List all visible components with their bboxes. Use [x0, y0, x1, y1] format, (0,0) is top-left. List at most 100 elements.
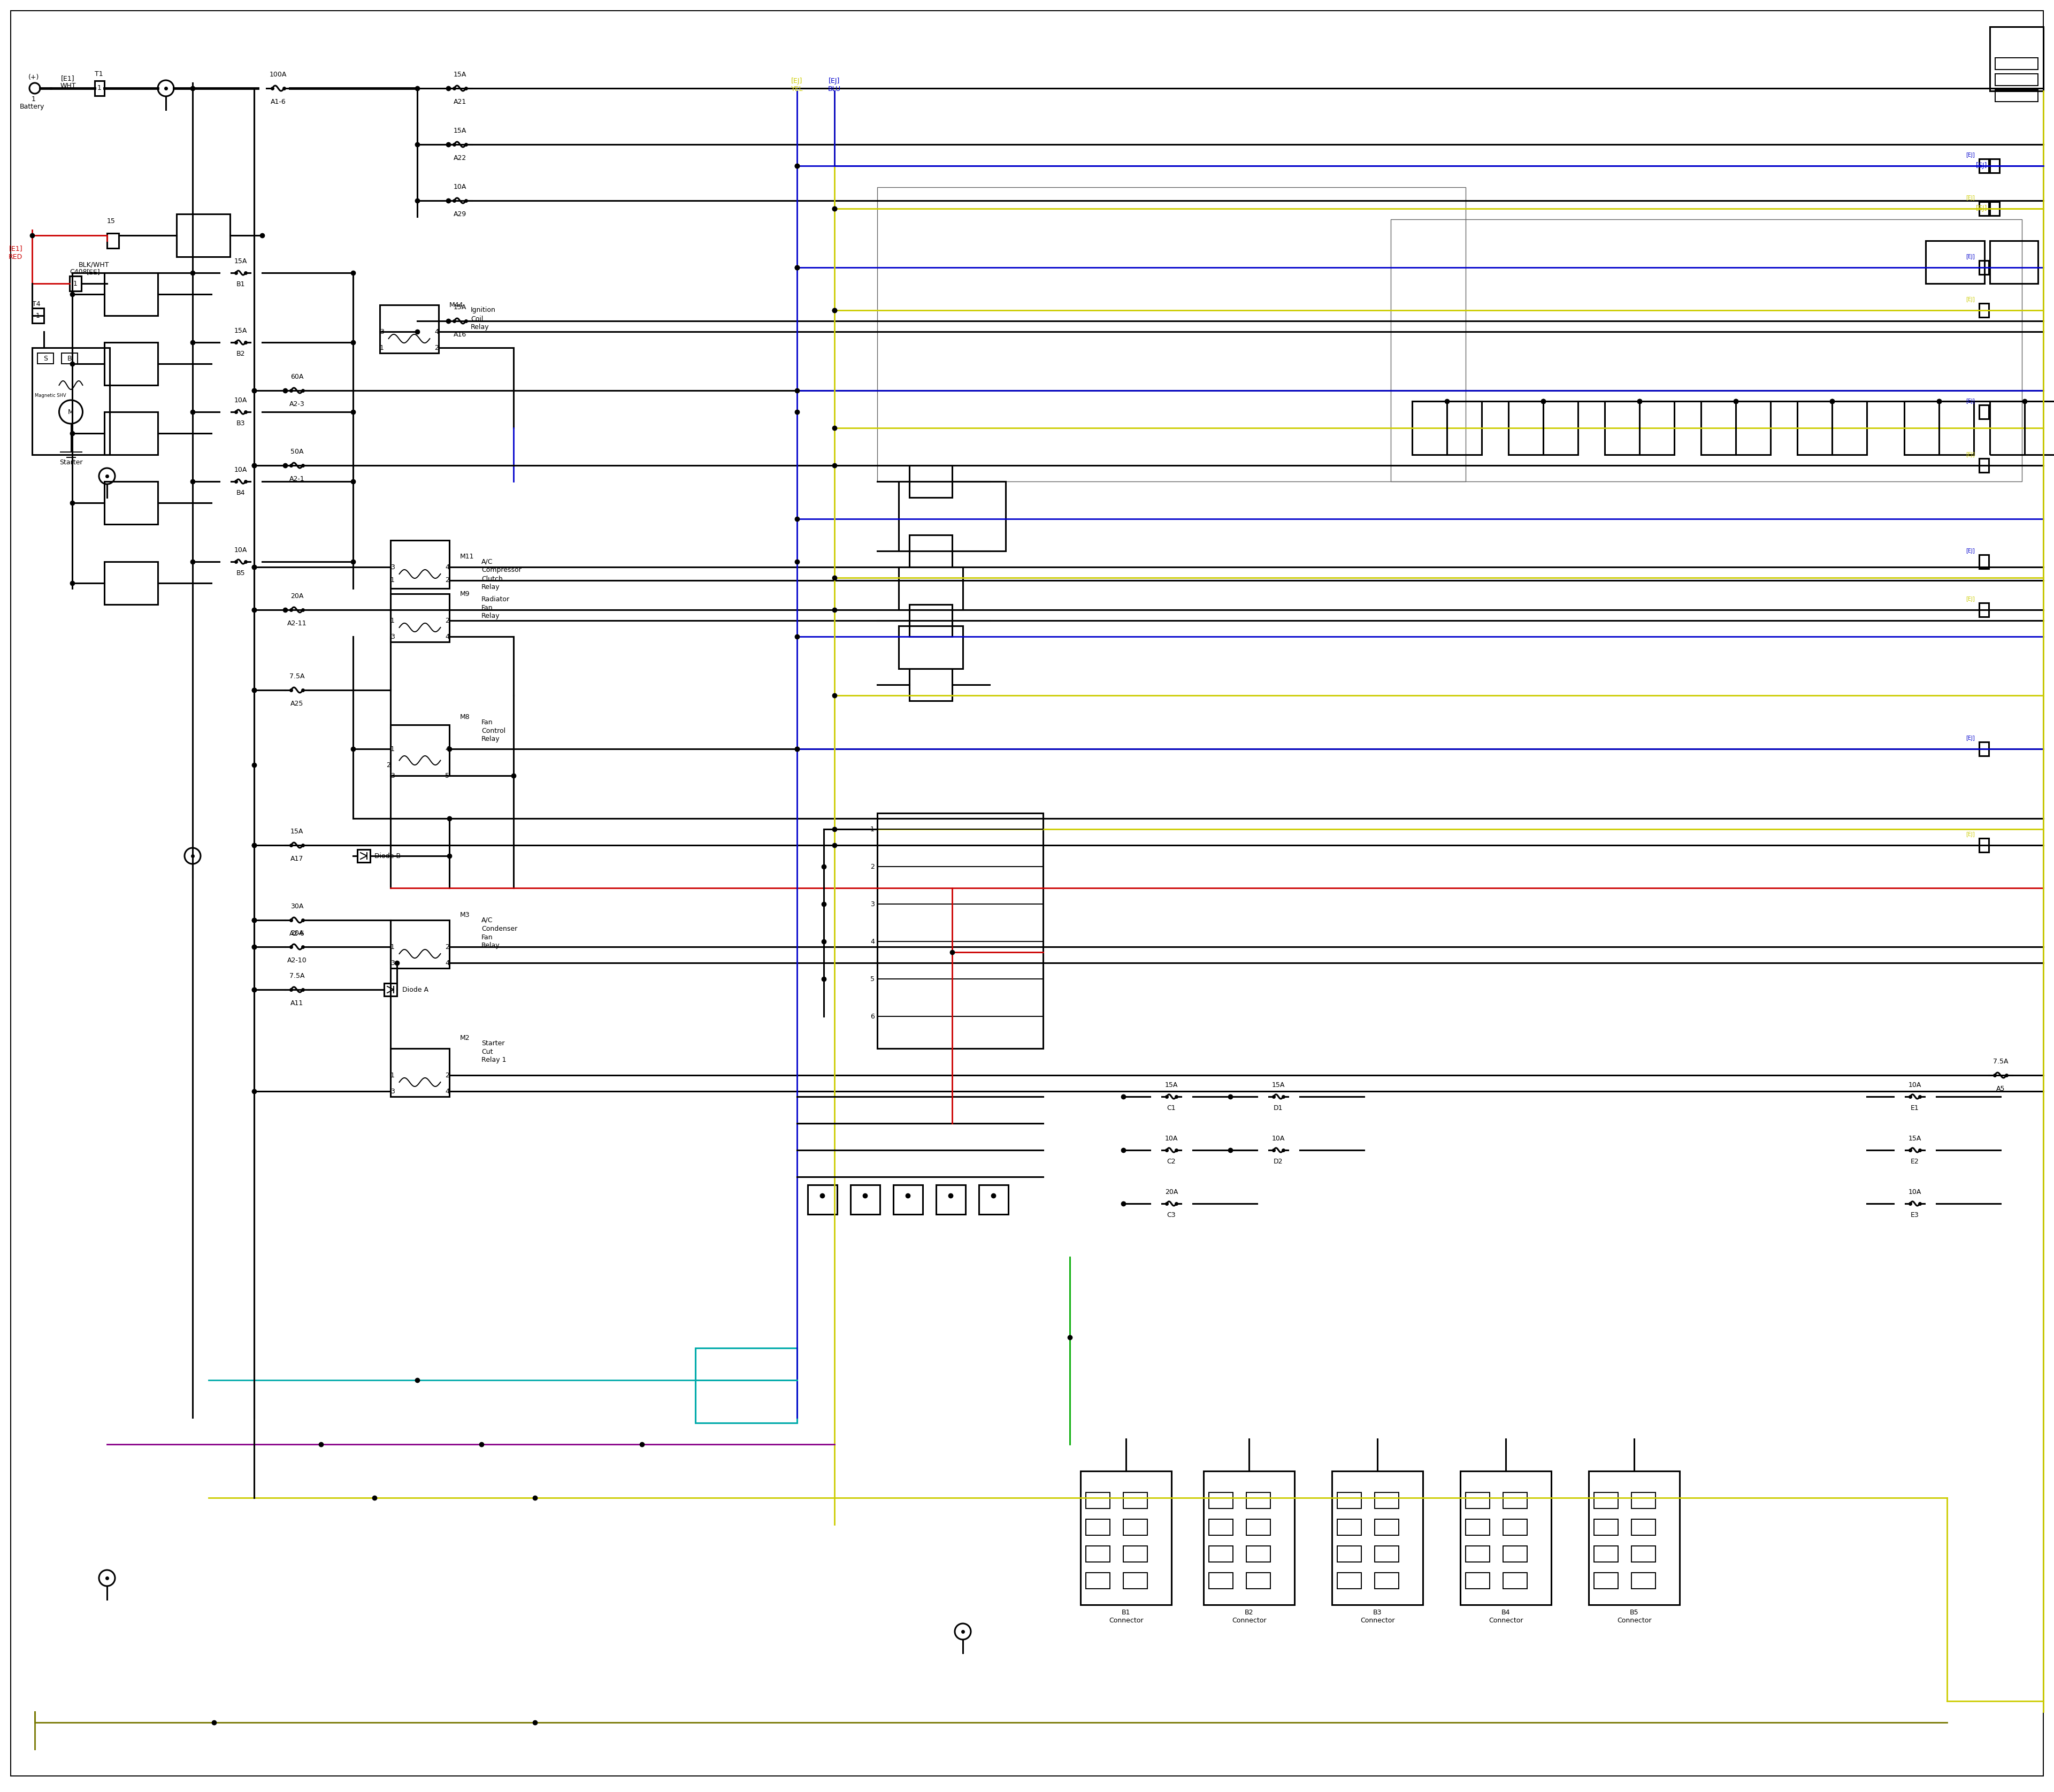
- Text: Compressor: Compressor: [481, 566, 522, 573]
- Bar: [390, 1048, 450, 1097]
- Bar: [1990, 159, 1999, 172]
- Text: Coil: Coil: [470, 315, 483, 323]
- Bar: [1337, 1546, 1362, 1563]
- Bar: [1467, 1546, 1489, 1563]
- Bar: [1087, 1520, 1109, 1536]
- Text: 15: 15: [107, 217, 115, 224]
- Text: 10A: 10A: [1908, 1081, 1920, 1088]
- Text: A29: A29: [454, 211, 466, 217]
- Text: Diode A: Diode A: [403, 986, 429, 993]
- Text: 15A: 15A: [234, 258, 246, 265]
- Bar: [1337, 1573, 1362, 1590]
- Text: 6: 6: [871, 1012, 875, 1020]
- Text: M9: M9: [460, 590, 470, 597]
- Bar: [910, 466, 953, 498]
- Text: 30A: 30A: [290, 903, 304, 910]
- Text: M44: M44: [450, 301, 464, 308]
- Bar: [107, 233, 119, 249]
- Bar: [1631, 1546, 1656, 1563]
- Text: M3: M3: [460, 912, 470, 918]
- Bar: [1980, 405, 1988, 419]
- Text: B2
Connector: B2 Connector: [1232, 1609, 1265, 1624]
- Text: [EJ]
BLU: [EJ] BLU: [828, 77, 840, 93]
- Bar: [1631, 1520, 1656, 1536]
- Text: 3: 3: [390, 633, 394, 640]
- Bar: [62, 353, 78, 364]
- Bar: [877, 814, 1043, 1048]
- Text: C3: C3: [1167, 1211, 1175, 1219]
- Text: B2: B2: [236, 351, 244, 357]
- Text: Relay 1: Relay 1: [481, 1057, 505, 1064]
- Text: 4: 4: [446, 959, 450, 966]
- Text: [EJ]: [EJ]: [1976, 163, 1986, 168]
- Text: A11: A11: [290, 1000, 304, 1007]
- Text: B5: B5: [236, 570, 244, 577]
- Text: 1: 1: [390, 616, 394, 624]
- Bar: [1247, 1493, 1269, 1509]
- Text: 60A: 60A: [290, 373, 304, 380]
- Text: 4: 4: [446, 563, 450, 570]
- Text: S: S: [43, 355, 47, 362]
- Bar: [1210, 1573, 1232, 1590]
- Text: E3: E3: [1910, 1211, 1918, 1219]
- Bar: [1467, 1520, 1489, 1536]
- Text: 2: 2: [871, 864, 875, 871]
- Bar: [900, 482, 1006, 550]
- Text: 2: 2: [446, 1072, 450, 1079]
- Text: M2: M2: [460, 1034, 470, 1041]
- Text: [EJ]: [EJ]: [1966, 548, 1974, 554]
- Bar: [1247, 1573, 1269, 1590]
- Text: D1: D1: [1273, 1106, 1284, 1111]
- Text: 20A: 20A: [290, 593, 304, 600]
- Bar: [105, 412, 158, 455]
- Text: Fan: Fan: [481, 604, 493, 611]
- Text: A17: A17: [290, 855, 304, 862]
- Text: C1: C1: [1167, 1106, 1175, 1111]
- Text: 3: 3: [390, 772, 394, 780]
- Bar: [1210, 1493, 1232, 1509]
- Text: B1: B1: [236, 281, 244, 289]
- Text: 1: 1: [390, 943, 394, 950]
- Text: 15A: 15A: [1271, 1081, 1286, 1088]
- Text: B3
Connector: B3 Connector: [1360, 1609, 1395, 1624]
- Text: 3: 3: [390, 563, 394, 570]
- Bar: [390, 593, 450, 642]
- Text: Relay: Relay: [481, 943, 499, 950]
- Bar: [177, 213, 230, 256]
- Text: M11: M11: [460, 554, 474, 559]
- Bar: [1210, 1520, 1232, 1536]
- Text: 5: 5: [446, 772, 450, 780]
- Bar: [1631, 1493, 1656, 1509]
- Bar: [1337, 1520, 1362, 1536]
- Bar: [380, 305, 440, 353]
- Text: 10A: 10A: [234, 466, 246, 473]
- Bar: [1980, 260, 1988, 274]
- Bar: [1990, 27, 2044, 91]
- Bar: [696, 1348, 797, 1423]
- Bar: [1904, 401, 1974, 455]
- Bar: [1980, 459, 1988, 473]
- Text: 20A: 20A: [1165, 1188, 1177, 1195]
- Bar: [1247, 1520, 1269, 1536]
- Text: 15A: 15A: [454, 305, 466, 312]
- Bar: [1701, 401, 1771, 455]
- Bar: [1990, 202, 1999, 215]
- Text: Relay: Relay: [481, 737, 499, 742]
- Text: 2: 2: [446, 577, 450, 584]
- Bar: [105, 342, 158, 385]
- Text: Radiator: Radiator: [481, 595, 509, 602]
- Bar: [33, 348, 109, 455]
- Text: [EJ]: [EJ]: [1966, 735, 1974, 740]
- Bar: [1374, 1493, 1399, 1509]
- Text: Cut: Cut: [481, 1048, 493, 1055]
- Text: A2-3: A2-3: [290, 400, 304, 407]
- Text: 2: 2: [446, 616, 450, 624]
- Text: B4
Connector: B4 Connector: [1489, 1609, 1522, 1624]
- Bar: [1337, 1493, 1362, 1509]
- Text: [EJ]: [EJ]: [1976, 204, 1986, 211]
- Text: E1: E1: [1910, 1106, 1918, 1111]
- Bar: [1980, 602, 1988, 616]
- Text: 1: 1: [871, 826, 875, 833]
- Text: 1: 1: [390, 577, 394, 584]
- Bar: [1594, 1520, 1619, 1536]
